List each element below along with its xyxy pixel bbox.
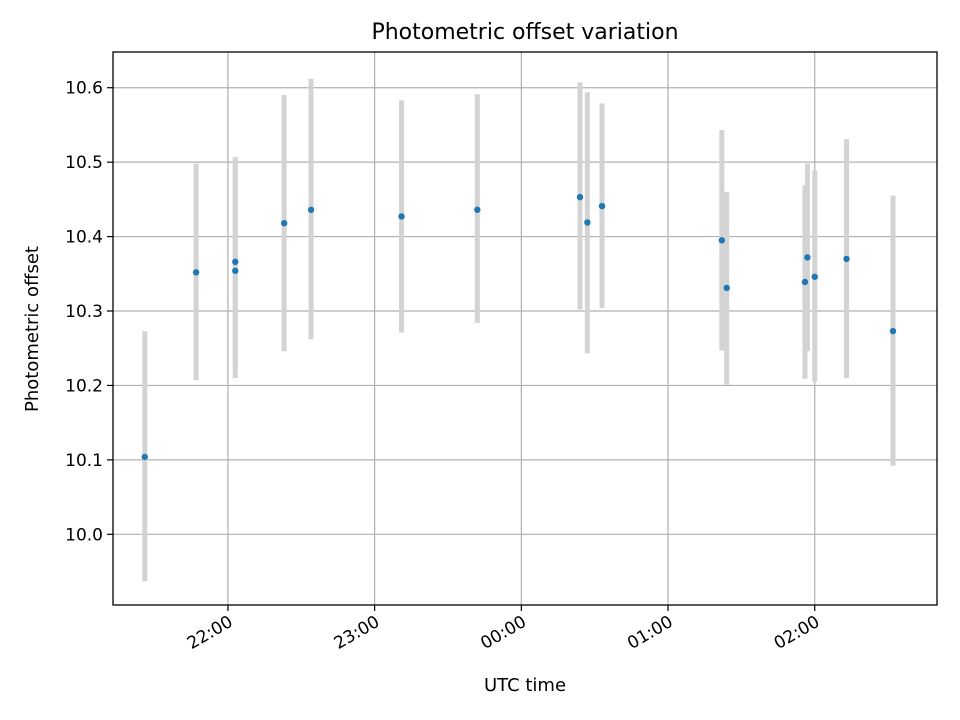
- data-point: [141, 453, 148, 461]
- x-axis-label: UTC time: [484, 675, 566, 696]
- data-point: [584, 219, 591, 226]
- data-point: [811, 273, 818, 280]
- y-tick-label: 10.2: [65, 376, 103, 396]
- data-point: [232, 258, 239, 266]
- data-point: [889, 327, 897, 335]
- data-point: [723, 284, 730, 292]
- y-axis-label: Photometric offset: [22, 246, 43, 412]
- data-point: [801, 278, 809, 286]
- y-tick-label: 10.4: [65, 228, 103, 248]
- data-point: [598, 202, 606, 210]
- gridlines: [113, 52, 937, 605]
- y-tick-label: 10.5: [65, 153, 103, 173]
- data-point: [804, 254, 811, 261]
- chart-title: Photometric offset variation: [371, 20, 678, 45]
- data-point: [843, 255, 850, 263]
- y-tick-label: 10.6: [65, 79, 103, 99]
- data-point: [232, 267, 239, 275]
- data-point: [280, 219, 288, 227]
- data-point: [192, 269, 200, 276]
- y-tick-label: 10.3: [65, 302, 103, 322]
- y-tick-label: 10.0: [65, 525, 103, 545]
- data-point: [398, 213, 405, 220]
- data-point: [718, 237, 726, 244]
- data-point: [307, 206, 315, 213]
- plot-frame: [112, 51, 938, 606]
- y-tick-label: 10.1: [65, 451, 103, 471]
- data-point: [474, 206, 481, 213]
- data-points: [141, 193, 897, 461]
- data-point: [576, 193, 584, 201]
